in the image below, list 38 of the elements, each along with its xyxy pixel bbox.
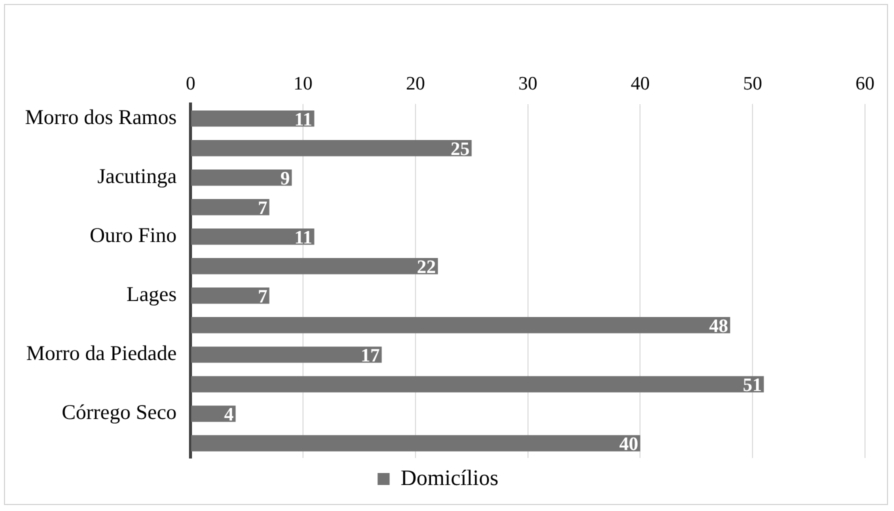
bar bbox=[191, 169, 292, 186]
bar bbox=[191, 435, 640, 452]
data-label: 7 bbox=[258, 286, 268, 308]
data-label: 11 bbox=[294, 228, 312, 249]
x-tick-label: 40 bbox=[630, 73, 650, 94]
x-tick-label: 20 bbox=[406, 73, 425, 94]
data-label: 11 bbox=[294, 109, 312, 130]
bar bbox=[191, 198, 270, 216]
x-tick-label: 60 bbox=[856, 73, 874, 94]
data-label: 51 bbox=[742, 375, 762, 396]
y-tick-label: Córrego Seco bbox=[62, 400, 177, 424]
data-label: 9 bbox=[280, 168, 290, 190]
bar bbox=[191, 288, 270, 304]
x-tick-label: 0 bbox=[186, 73, 196, 94]
x-tick-label: 10 bbox=[294, 73, 313, 94]
bar bbox=[191, 228, 314, 245]
bar bbox=[191, 346, 382, 363]
data-label: 48 bbox=[709, 316, 728, 338]
data-label: 25 bbox=[450, 138, 470, 160]
bar bbox=[191, 406, 236, 422]
data-label: 22 bbox=[416, 257, 436, 278]
y-tick-label: Morro dos Ramos bbox=[24, 105, 177, 130]
data-label: 4 bbox=[224, 404, 234, 426]
bar bbox=[191, 258, 438, 274]
x-tick-label: 50 bbox=[743, 73, 762, 94]
y-tick-label: Morro da Piedade bbox=[26, 341, 177, 366]
y-tick-label: Ouro Fino bbox=[90, 223, 177, 248]
data-label: 7 bbox=[258, 198, 268, 220]
x-tick-label: 30 bbox=[518, 73, 538, 94]
data-label: 17 bbox=[360, 346, 380, 367]
bar bbox=[191, 317, 730, 334]
legend-label: Domicílios bbox=[400, 464, 498, 490]
bar bbox=[191, 376, 764, 392]
bar bbox=[191, 110, 314, 127]
y-tick-label: Jacutinga bbox=[97, 164, 178, 188]
bar bbox=[191, 140, 472, 156]
data-label: 40 bbox=[619, 434, 638, 456]
y-tick-label: Lages bbox=[126, 282, 177, 306]
